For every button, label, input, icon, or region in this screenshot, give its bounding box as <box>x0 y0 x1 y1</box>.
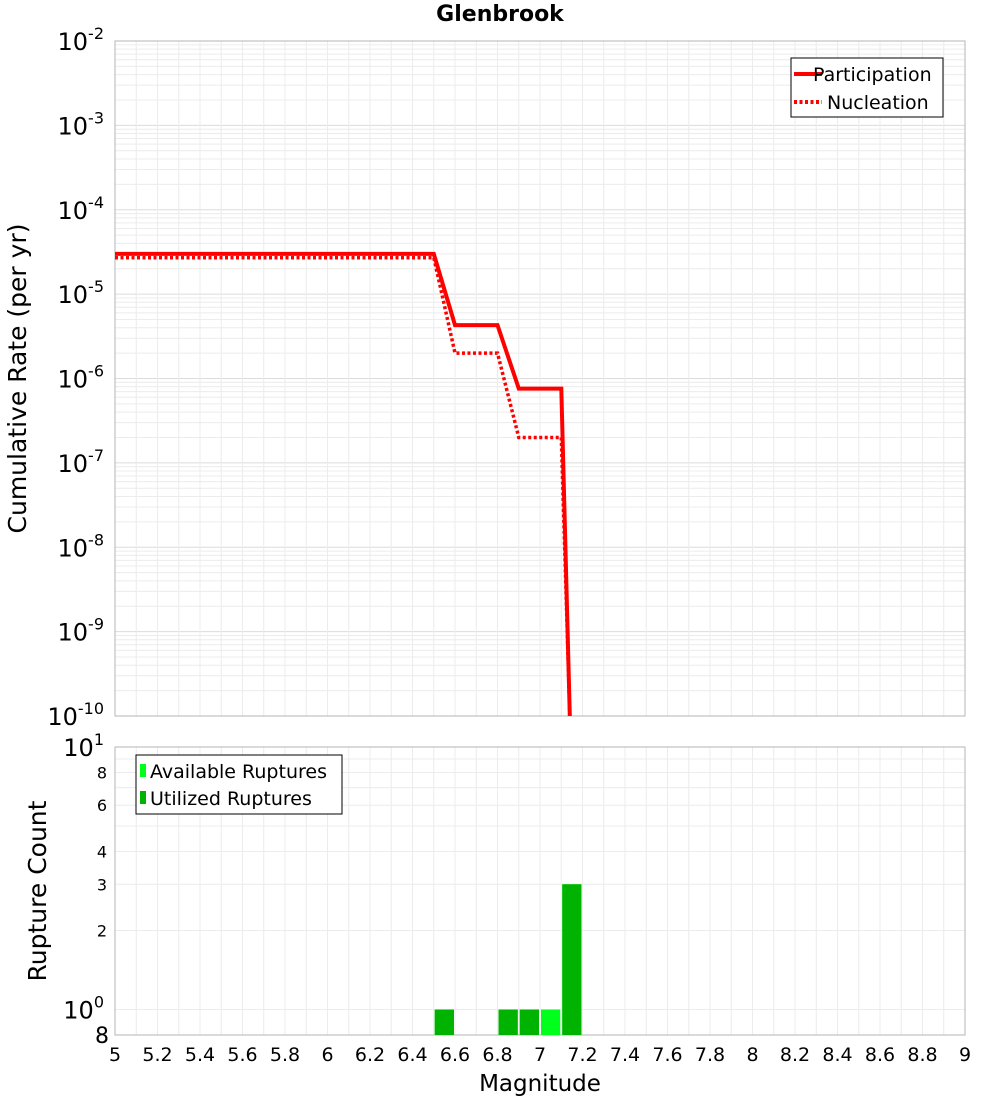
x-tick-label: 8.4 <box>822 1044 852 1066</box>
top-y-tick-label-base: 10 <box>58 112 89 140</box>
bottom-legend-box <box>135 754 343 815</box>
top-y-tick-label-base: 10 <box>58 534 89 562</box>
bottom-y-tick-label: 8 <box>95 1024 109 1049</box>
rupture-bar <box>498 1009 518 1035</box>
top-y-tick-label-base: 10 <box>58 619 89 647</box>
bottom-y-tick-label-base: 10 <box>63 734 94 762</box>
bottom-y-tick-label: 100 <box>63 993 104 1025</box>
top-y-tick-label: 10-2 <box>58 24 105 56</box>
x-tick-label: 5.2 <box>142 1044 172 1066</box>
legend-label: Utilized Ruptures <box>150 788 312 810</box>
series-utilized-ruptures-bars <box>434 884 582 1035</box>
top-y-tick-label-exp: -2 <box>88 24 104 43</box>
bottom-y-tick-label: 8 <box>97 763 107 782</box>
legend-participation-label: Participation <box>813 64 932 86</box>
x-tick-label: 5.8 <box>270 1044 300 1066</box>
top-y-tick-label-exp: -4 <box>88 193 104 212</box>
bottom-y-tick-label-exp: 1 <box>94 730 104 749</box>
rupture-bar <box>434 1009 454 1035</box>
series-nucleation-line <box>115 255 572 717</box>
bottom-y-tick-label: 101 <box>63 730 104 762</box>
bottom-plot-frame <box>114 746 966 1036</box>
x-tick-label: 8 <box>746 1044 758 1066</box>
x-tick-label: 5.4 <box>185 1044 215 1066</box>
top-legend: Participation Nucleation <box>790 57 944 118</box>
top-y-tick-label-text: 10-9 <box>58 615 105 647</box>
top-y-tick-label-text: 10-7 <box>58 446 105 478</box>
legend-swatch <box>140 764 146 777</box>
x-tick-label: 8.2 <box>780 1044 810 1066</box>
top-y-tick-label: 10-8 <box>58 530 105 562</box>
bottom-y-tick-label-exp: 0 <box>94 993 104 1012</box>
top-y-tick-label-exp: -5 <box>88 277 104 296</box>
x-tick-label: 7.6 <box>652 1044 682 1066</box>
bottom-y-tick-label-text: 100 <box>63 993 104 1025</box>
top-y-tick-label-base: 10 <box>47 703 78 731</box>
top-y-tick-label-exp: -9 <box>88 615 104 634</box>
top-y-tick-label-exp: -8 <box>88 530 104 549</box>
top-y-tick-label-text: 10-2 <box>58 24 105 56</box>
legend-nucleation-label: Nucleation <box>827 92 929 114</box>
bottom-legend: Available Ruptures Utilized Ruptures <box>135 754 343 815</box>
top-y-tick-label: 10-3 <box>58 108 105 140</box>
bottom-y-tick-label-text: 101 <box>63 730 104 762</box>
top-y-tick-label: 10-5 <box>58 277 105 309</box>
top-y-tick-label-base: 10 <box>58 197 89 225</box>
x-tick-label: 8.8 <box>907 1044 937 1066</box>
top-y-tick-label-text: 10-5 <box>58 277 105 309</box>
x-tick-label: 6 <box>321 1044 333 1066</box>
rupture-bar <box>541 1009 561 1035</box>
bottom-y-tick-label: 3 <box>97 875 107 894</box>
top-y-tick-label-text: 10-6 <box>58 362 105 394</box>
top-y-tick-label-base: 10 <box>58 450 89 478</box>
bottom-y-axis-label: Rupture Count <box>23 800 52 981</box>
top-y-tick-label: 10-10 <box>47 699 104 731</box>
top-y-tick-label-base: 10 <box>58 366 89 394</box>
top-y-tick-label: 10-7 <box>58 446 105 478</box>
legend-label: Available Ruptures <box>150 761 327 783</box>
top-y-tick-label-base: 10 <box>58 281 89 309</box>
top-y-tick-label-text: 10-8 <box>58 530 105 562</box>
top-y-tick-label-exp: -10 <box>78 699 104 718</box>
bottom-y-tick-label: 2 <box>97 922 107 941</box>
top-y-tick-label: 10-6 <box>58 362 105 394</box>
top-y-tick-label: 10-9 <box>58 615 105 647</box>
x-tick-label: 7 <box>534 1044 546 1066</box>
x-tick-label: 7.4 <box>610 1044 640 1066</box>
x-tick-label: 6.8 <box>482 1044 512 1066</box>
x-tick-label: 6.6 <box>440 1044 470 1066</box>
x-tick-label: 5.6 <box>227 1044 257 1066</box>
x-tick-label: 5 <box>109 1044 121 1066</box>
x-tick-label: 6.2 <box>355 1044 385 1066</box>
chart-title: Glenbrook <box>436 2 564 27</box>
top-y-tick-label-text: 10-4 <box>58 193 105 225</box>
top-grid <box>114 40 966 717</box>
top-y-tick-label-exp: -6 <box>88 362 104 381</box>
top-plot-frame <box>114 40 966 717</box>
rupture-bar <box>519 1009 539 1035</box>
top-y-axis-label: Cumulative Rate (per yr) <box>3 224 32 534</box>
bottom-y-tick-label: 6 <box>97 796 107 815</box>
x-tick-label: 7.2 <box>567 1044 597 1066</box>
top-y-tick-label-text: 10-10 <box>47 699 104 731</box>
top-y-tick-label: 10-4 <box>58 193 105 225</box>
x-tick-label: 6.4 <box>397 1044 427 1066</box>
rupture-bar <box>562 884 582 1035</box>
top-y-tick-label-text: 10-3 <box>58 108 105 140</box>
x-tick-label: 8.6 <box>865 1044 895 1066</box>
series-participation-line <box>115 251 572 717</box>
x-tick-label: 9 <box>959 1044 971 1066</box>
top-y-tick-label-exp: -7 <box>88 446 104 465</box>
bottom-y-tick-label: 4 <box>97 842 107 861</box>
top-y-tick-label-exp: -3 <box>88 108 104 127</box>
x-axis-label: Magnitude <box>479 1071 601 1097</box>
legend-swatch <box>140 791 146 804</box>
top-legend-box <box>790 57 944 118</box>
bottom-y-tick-label-base: 10 <box>63 997 94 1025</box>
x-tick-label: 7.8 <box>695 1044 725 1066</box>
top-y-tick-label-base: 10 <box>58 28 89 56</box>
